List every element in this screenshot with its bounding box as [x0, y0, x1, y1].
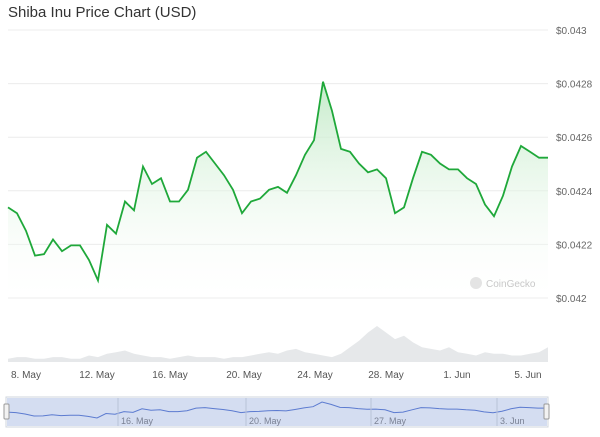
x-tick-label: 20. May [226, 370, 262, 381]
navigator-line [6, 401, 547, 419]
y-axis: $0.043 $0.0428 $0.0426 $0.0424 $0.0422 $0.042 [556, 26, 593, 305]
x-axis: 8. May 12. May 16. May 20. May 24. May 28. Ma… [11, 370, 542, 381]
y-tick-label: $0.043 [556, 26, 587, 37]
y-tick-label: $0.0424 [556, 187, 593, 198]
navigator-label: 20. May [249, 416, 282, 426]
x-tick-label: 24. May [297, 370, 333, 381]
y-tick-label: $0.042 [556, 294, 587, 305]
price-area [8, 81, 548, 298]
chart-title: Shiba Inu Price Chart (USD) [8, 4, 197, 21]
watermark-text: CoinGecko [486, 279, 536, 290]
navigator-label: 16. May [121, 416, 154, 426]
navigator-left-handle[interactable] [3, 403, 10, 420]
volume-bars [8, 326, 548, 362]
navigator-right-handle[interactable] [543, 403, 550, 420]
navigator-selection[interactable] [7, 398, 547, 426]
x-tick-label: 12. May [79, 370, 115, 381]
x-tick-label: 1. Jun [443, 370, 470, 381]
navigator-label: 27. May [374, 416, 407, 426]
x-tick-label: 8. May [11, 370, 41, 381]
x-tick-label: 28. May [368, 370, 404, 381]
y-tick-label: $0.0426 [556, 133, 593, 144]
y-tick-label: $0.0428 [556, 80, 593, 91]
y-tick-label: $0.0422 [556, 240, 593, 251]
x-tick-label: 5. Jun [514, 370, 541, 381]
x-tick-label: 16. May [152, 370, 188, 381]
navigator-label: 3. Jun [500, 416, 525, 426]
volume-area [8, 326, 548, 362]
coingecko-watermark: CoinGecko [470, 277, 536, 290]
price-line[interactable] [7, 81, 548, 284]
navigator-labels: 16. May 20. May 27. May 3. Jun [117, 398, 525, 426]
coingecko-logo-icon [470, 277, 482, 289]
